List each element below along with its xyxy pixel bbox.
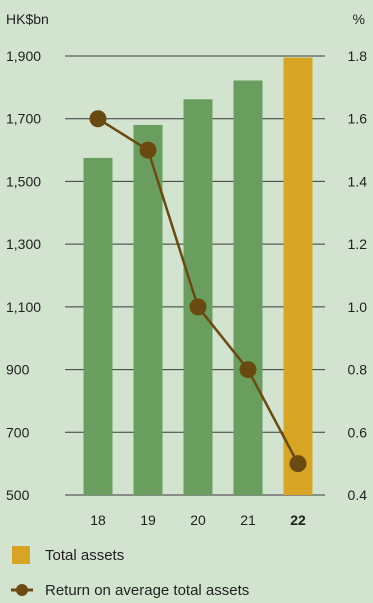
legend-swatch-total-assets: [12, 546, 30, 564]
left-tick-label: 1,900: [6, 48, 41, 64]
bars: [83, 57, 313, 496]
x-tick-label: 18: [90, 512, 106, 528]
x-tick-label: 22: [290, 512, 306, 528]
left-tick-label: 700: [6, 424, 30, 440]
legend: Total assets Return on average total ass…: [11, 546, 249, 599]
left-axis-unit: HK$bn: [6, 11, 49, 27]
point-return-22: [289, 455, 307, 473]
bar-total-assets-19: [133, 124, 163, 495]
right-tick-label: 0.8: [348, 362, 368, 378]
x-tick-label: 21: [240, 512, 256, 528]
x-tick-label: 20: [190, 512, 206, 528]
right-tick-label: 1.0: [348, 299, 368, 315]
left-tick-label: 900: [6, 362, 30, 378]
point-return-18: [89, 110, 107, 128]
x-tick-label: 19: [140, 512, 156, 528]
legend-marker-return: [16, 584, 28, 596]
left-tick-label: 1,100: [6, 299, 41, 315]
left-tick-label: 1,500: [6, 173, 41, 189]
bar-total-assets-21: [233, 80, 263, 496]
right-tick-label: 1.8: [348, 48, 368, 64]
legend-label-return: Return on average total assets: [45, 582, 249, 599]
bar-total-assets-18: [83, 157, 113, 496]
left-axis-ticks: 1,900 1,700 1,500 1,300 1,100 900 700 500: [6, 48, 41, 503]
right-tick-label: 1.4: [348, 173, 368, 189]
right-axis-unit: %: [353, 11, 365, 27]
point-return-19: [139, 141, 157, 159]
left-tick-label: 500: [6, 487, 30, 503]
right-axis-ticks: 1.8 1.6 1.4 1.2 1.0 0.8 0.6 0.4: [348, 48, 368, 503]
left-tick-label: 1,700: [6, 111, 41, 127]
right-tick-label: 0.6: [348, 424, 368, 440]
right-tick-label: 1.2: [348, 236, 368, 252]
x-axis-ticks: 18 19 20 21 22: [90, 512, 306, 528]
legend-label-total-assets: Total assets: [45, 547, 124, 564]
point-return-20: [189, 298, 207, 316]
right-tick-label: 1.6: [348, 111, 368, 127]
bar-total-assets-22: [283, 57, 313, 495]
left-tick-label: 1,300: [6, 236, 41, 252]
line-series: [89, 110, 307, 473]
right-tick-label: 0.4: [348, 487, 368, 503]
bar-total-assets-20: [183, 99, 213, 495]
point-return-21: [239, 361, 257, 379]
